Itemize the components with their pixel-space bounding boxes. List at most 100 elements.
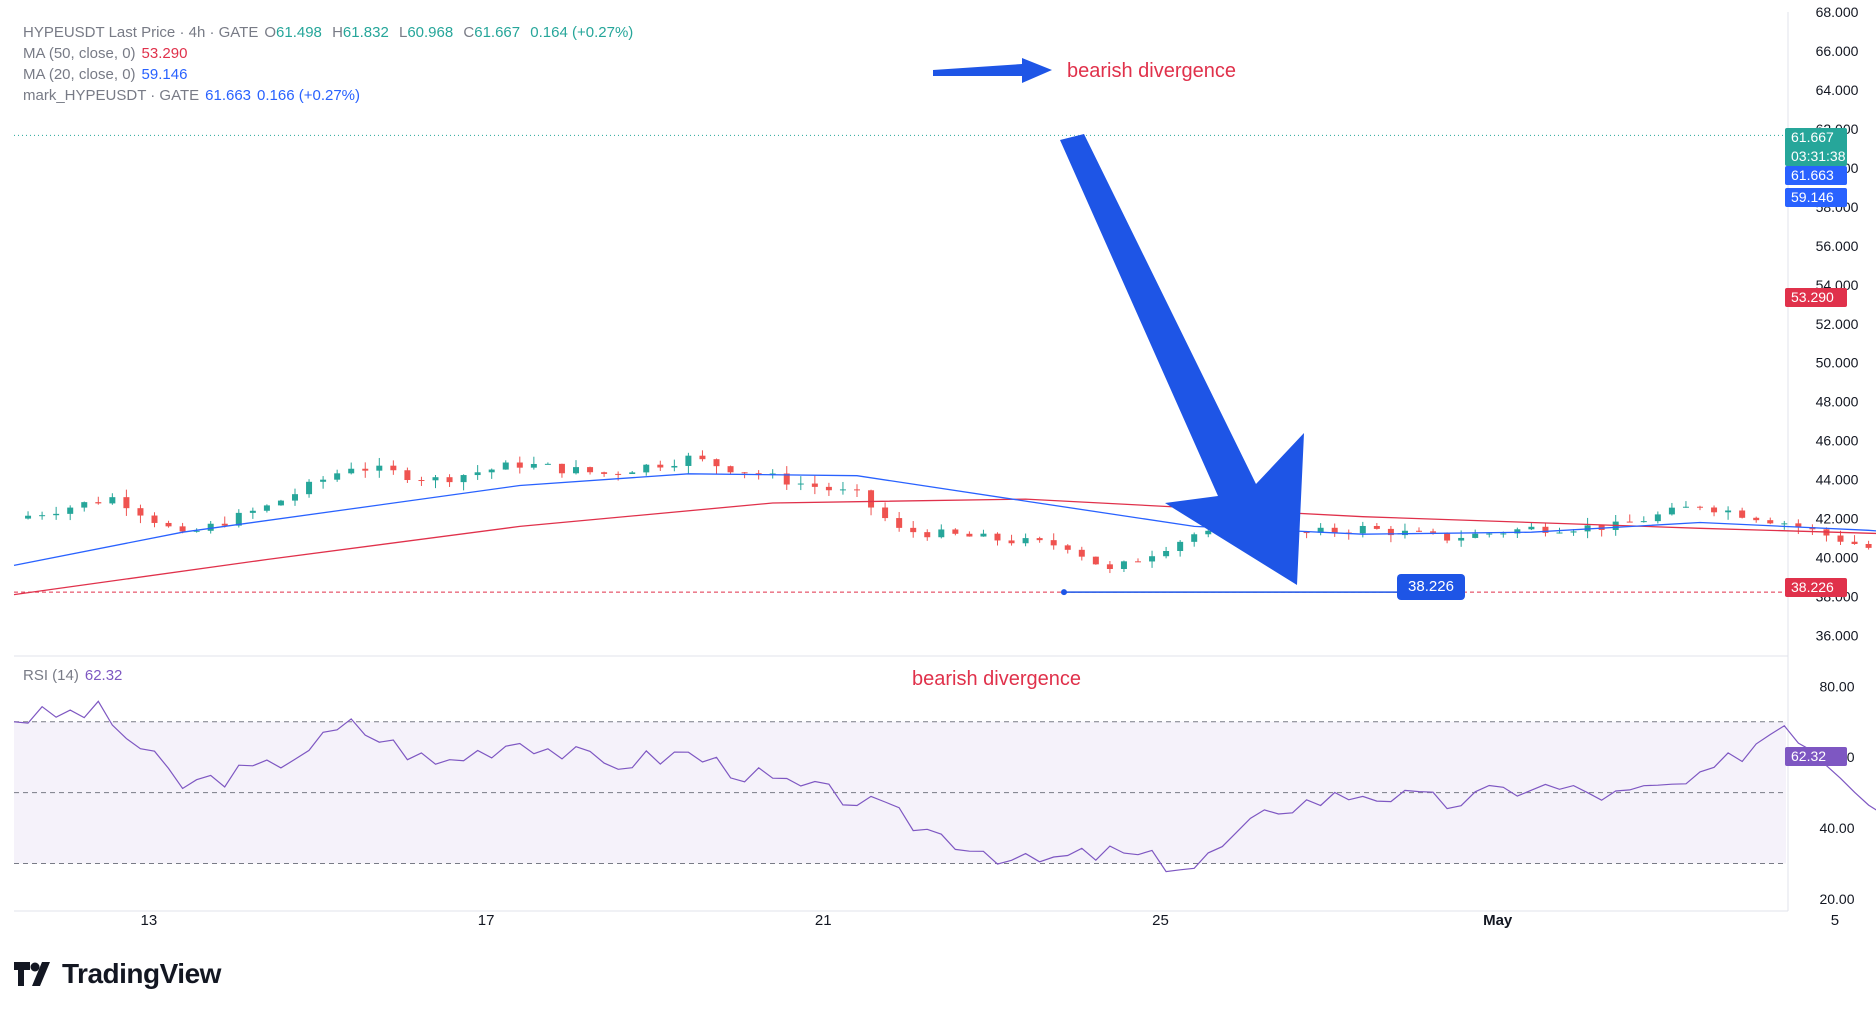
- mark-change: 0.166 (+0.27%): [257, 87, 361, 104]
- price-tick-label: 68.000: [1816, 4, 1859, 20]
- candle: [1008, 540, 1015, 544]
- candle: [727, 466, 734, 473]
- candle: [1106, 564, 1113, 569]
- target-line-start: [1061, 589, 1067, 596]
- candle: [432, 477, 439, 481]
- candle: [81, 502, 88, 508]
- ma20-legend[interactable]: MA (20, close, 0) 59.146: [23, 66, 188, 83]
- candle: [249, 510, 256, 513]
- price-tick-label: 36.000: [1816, 628, 1859, 644]
- candle: [193, 530, 200, 532]
- candle: [1500, 533, 1507, 535]
- mark-value: 61.663: [205, 87, 252, 104]
- candle: [1654, 514, 1661, 522]
- candle: [783, 473, 790, 485]
- price-tick-label: 44.000: [1816, 472, 1859, 488]
- candle: [629, 472, 636, 474]
- candle: [1668, 507, 1675, 515]
- candle: [67, 507, 74, 514]
- rsi-value-tag: 62.32: [1785, 747, 1847, 766]
- ma20-value: 59.146: [141, 66, 188, 83]
- candle: [53, 513, 60, 516]
- price-divergence-label: bearish divergence: [1067, 60, 1236, 82]
- candle: [530, 463, 537, 468]
- symbol-label[interactable]: HYPEUSDT Last Price · 4h · GATE: [23, 24, 259, 41]
- candle: [1458, 537, 1465, 541]
- candle: [615, 473, 622, 475]
- candle: [151, 515, 158, 523]
- candle: [1359, 525, 1366, 534]
- candle: [1542, 526, 1549, 533]
- candle: [1444, 532, 1451, 541]
- candle: [474, 472, 481, 476]
- candle: [1050, 540, 1057, 546]
- candle: [882, 507, 889, 519]
- candle: [1711, 507, 1718, 513]
- candle: [292, 494, 298, 501]
- time-tick-label: 13: [141, 912, 158, 929]
- brand-name: TradingView: [62, 958, 221, 989]
- ma50-legend[interactable]: MA (50, close, 0) 53.290: [23, 45, 188, 62]
- candle: [1401, 530, 1408, 536]
- rsi-tick-label: 40.00: [1819, 820, 1854, 836]
- candle: [207, 523, 214, 531]
- candle: [1135, 561, 1141, 563]
- candle: [165, 522, 172, 527]
- candle: [1092, 556, 1099, 565]
- candle: [1528, 526, 1535, 530]
- tradingview-logo[interactable]: TradingView: [14, 958, 221, 990]
- candle: [95, 502, 102, 504]
- time-tick-label: 21: [815, 912, 832, 929]
- price-tick-label: 42.000: [1816, 511, 1859, 527]
- candle: [854, 489, 860, 491]
- candle: [334, 473, 341, 480]
- candle: [741, 472, 748, 474]
- candle: [1387, 528, 1394, 536]
- candle: [924, 532, 931, 538]
- candle: [811, 483, 818, 487]
- price-tick-label: 40.000: [1816, 550, 1859, 566]
- ohlc-legend: HYPEUSDT Last Price · 4h · GATE O61.498 H…: [23, 24, 634, 41]
- candle: [1486, 533, 1493, 535]
- time-tick-label: 25: [1152, 912, 1169, 929]
- candle: [1149, 556, 1156, 562]
- candle: [306, 481, 313, 495]
- candle: [1331, 527, 1338, 533]
- candle: [938, 529, 945, 538]
- candle: [713, 459, 720, 467]
- price-tick-label: 50.000: [1816, 355, 1859, 371]
- candle: [657, 464, 664, 468]
- candle: [1416, 530, 1422, 532]
- candle: [1865, 543, 1872, 548]
- candle: [1739, 510, 1746, 518]
- candle: [376, 465, 383, 471]
- candle: [1430, 531, 1437, 533]
- candle: [685, 455, 692, 466]
- time-tick-label: 5: [1831, 912, 1839, 929]
- candle: [1697, 506, 1703, 508]
- candle: [123, 497, 130, 509]
- change-value: 0.164 (+0.27%): [530, 24, 634, 41]
- candle: [348, 468, 355, 474]
- candle: [1078, 549, 1085, 557]
- ma50-price-tag: 53.290: [1785, 288, 1847, 307]
- price-tick-label: 64.000: [1816, 82, 1859, 98]
- candle: [179, 526, 186, 532]
- mark-legend[interactable]: mark_HYPEUSDT · GATE 61.663 0.166 (+0.27%): [23, 87, 361, 104]
- rsi-legend[interactable]: RSI (14) 62.32: [23, 667, 123, 684]
- open-value: 61.498: [276, 24, 322, 41]
- rsi-line: [13, 700, 1876, 873]
- candle: [1205, 530, 1212, 535]
- target-price-label[interactable]: 38.226: [1397, 574, 1465, 600]
- price-tick-label: 48.000: [1816, 394, 1859, 410]
- candle: [797, 483, 804, 485]
- candle: [221, 523, 228, 526]
- candle: [25, 515, 32, 519]
- candle: [263, 505, 270, 511]
- rsi-value: 62.32: [84, 667, 123, 684]
- candle: [1795, 523, 1802, 528]
- candle: [418, 480, 425, 482]
- candle: [516, 462, 523, 468]
- candle: [1767, 520, 1774, 524]
